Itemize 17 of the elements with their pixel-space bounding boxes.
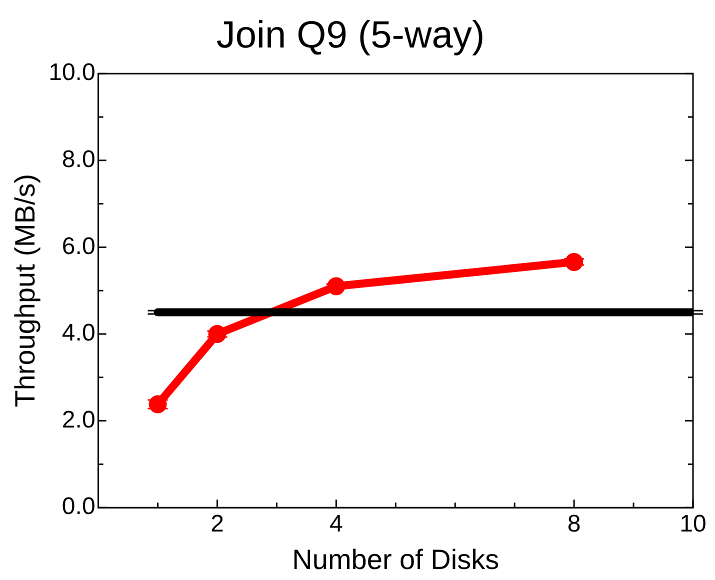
chart-title: Join Q9 (5-way) (216, 14, 485, 56)
x-tick-label: 2 (210, 510, 224, 538)
x-axis-title: Number of Disks (292, 544, 500, 575)
point (148, 395, 167, 414)
point (208, 325, 226, 343)
y-tick-label: 10.0 (48, 59, 96, 86)
x-tick-label: 4 (330, 510, 343, 538)
y-tick-label: 0.0 (62, 493, 96, 520)
y-tick-label: 4.0 (62, 320, 96, 347)
point (565, 252, 584, 271)
y-tick-label: 8.0 (62, 146, 96, 174)
y-axis-title: Throughput (MB/s) (10, 174, 41, 408)
y-tick-label: 2.0 (62, 406, 96, 434)
point (327, 277, 346, 296)
y-tick-label: 6.0 (62, 232, 96, 260)
x-tick-label: 8 (567, 510, 581, 538)
x-tick-label: 10 (680, 510, 706, 538)
